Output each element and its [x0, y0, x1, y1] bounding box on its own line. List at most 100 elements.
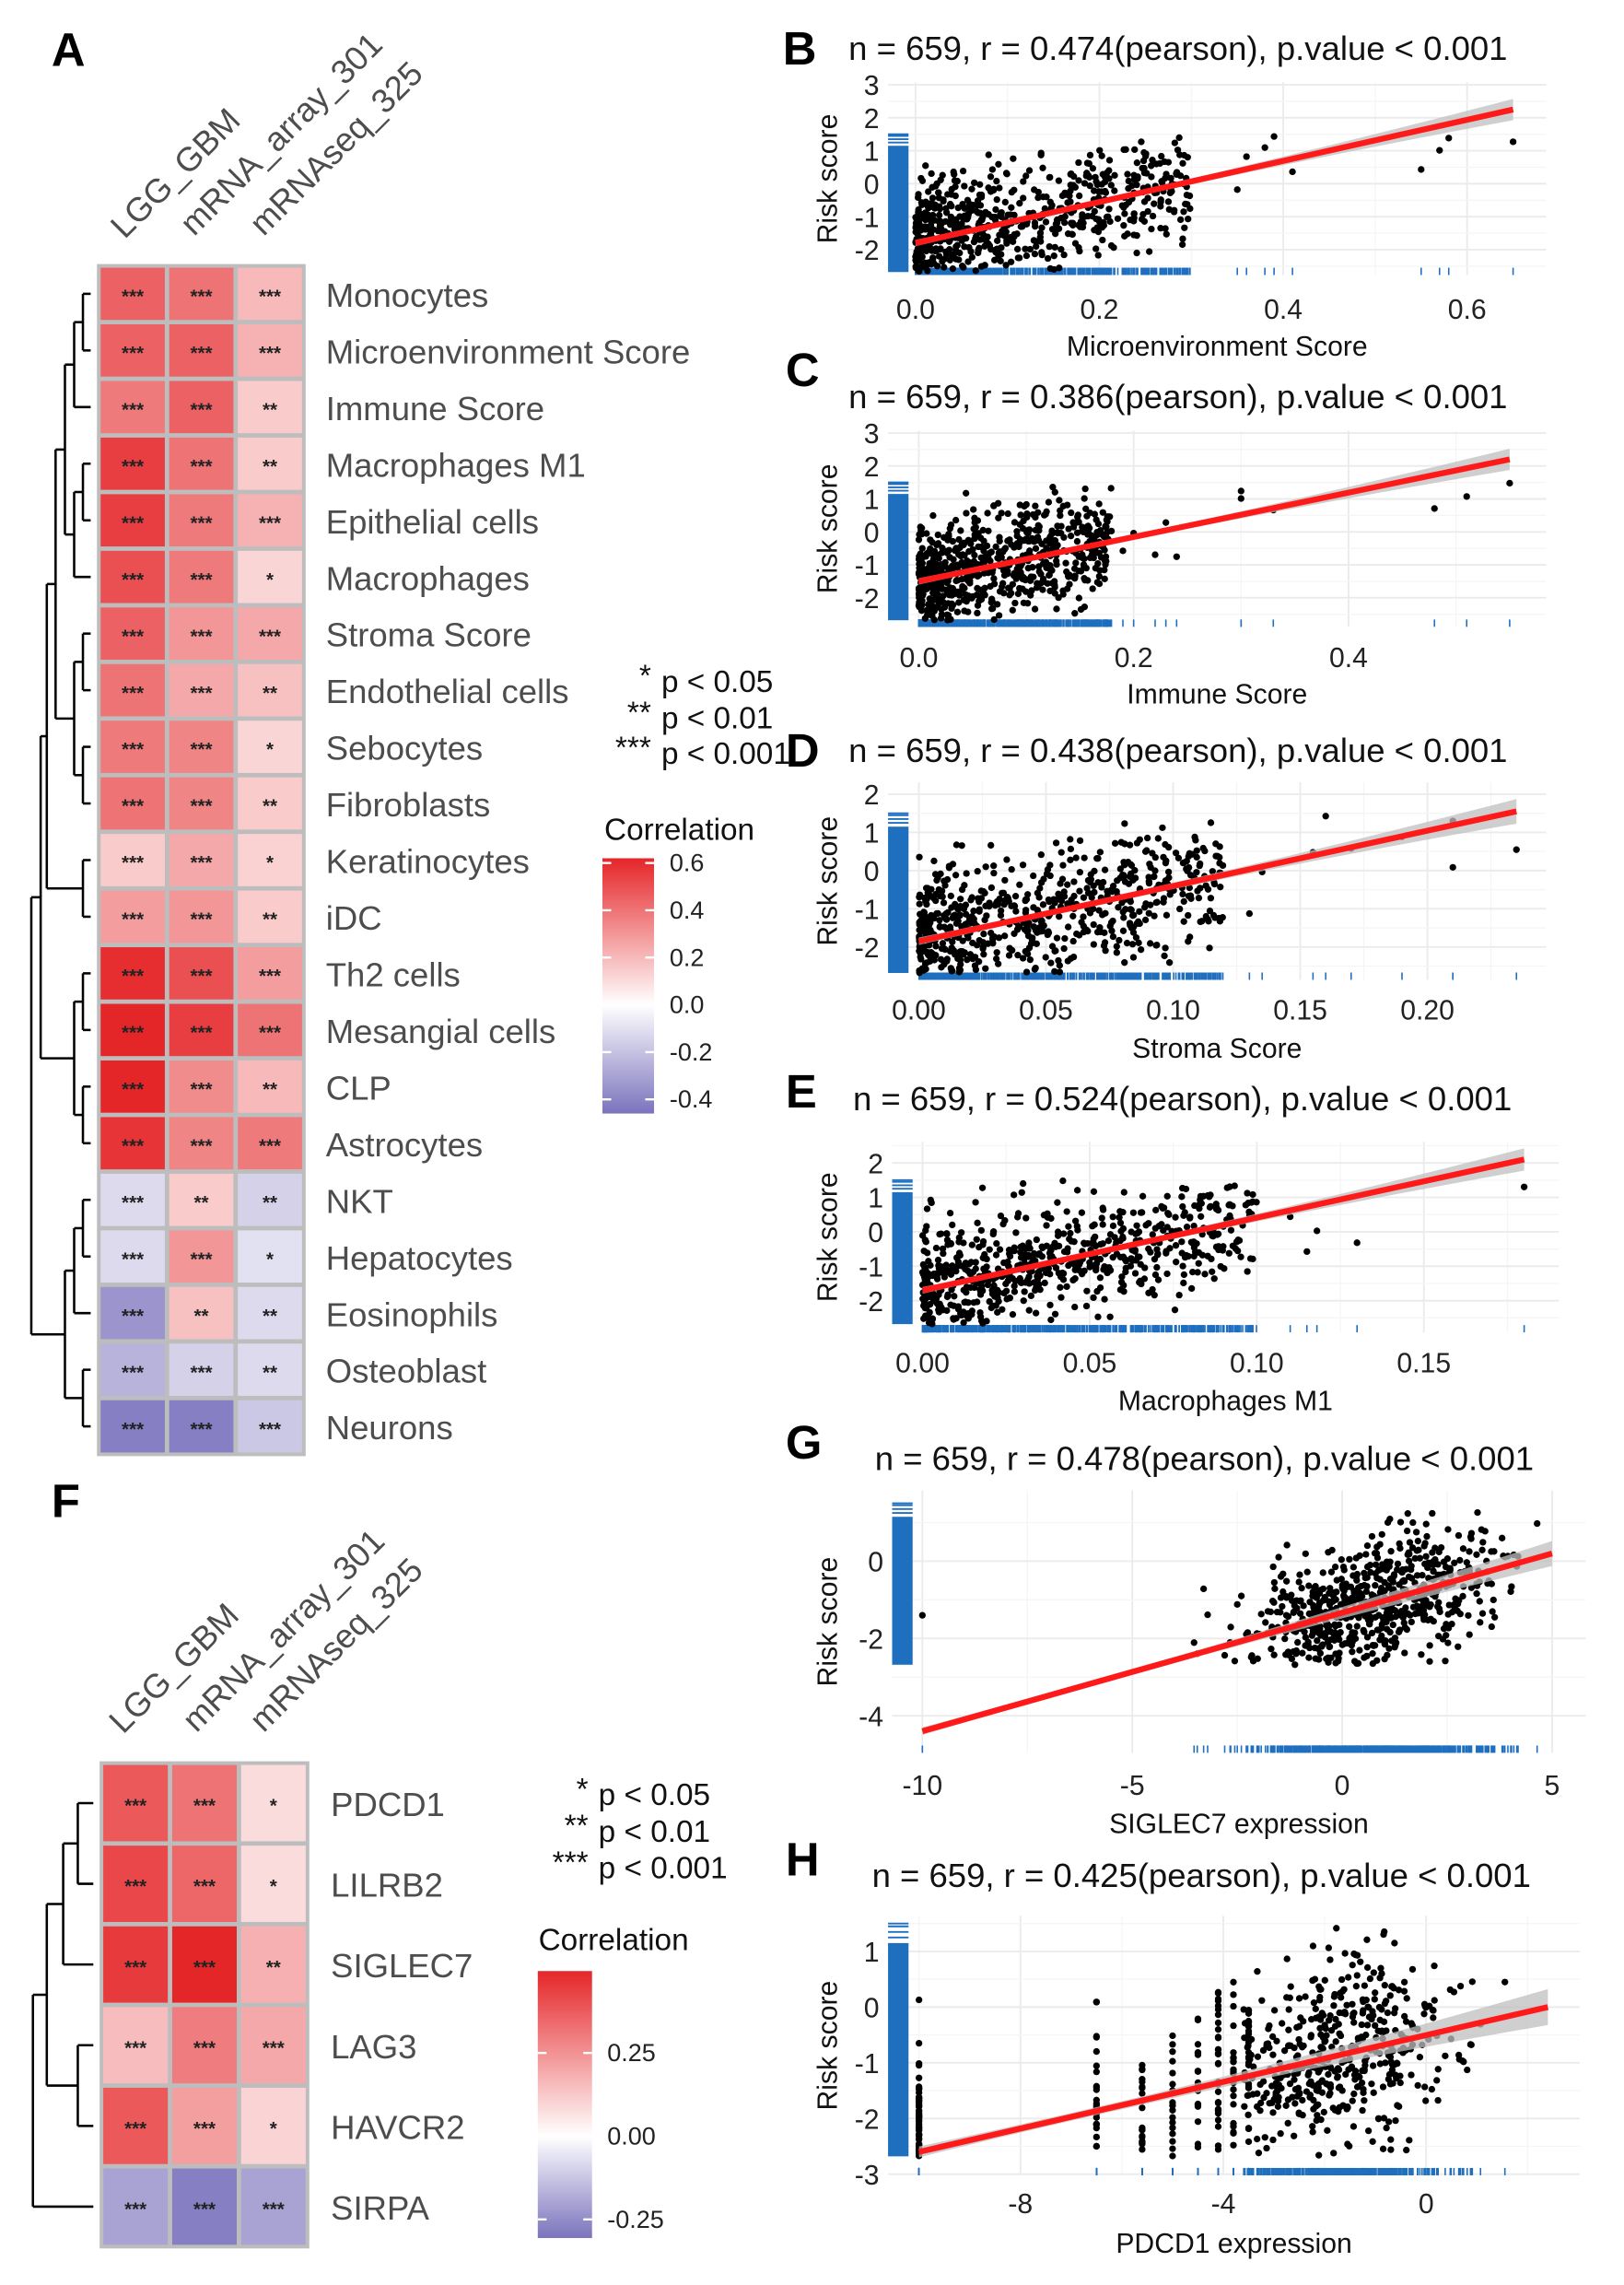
scatter-point — [929, 194, 937, 202]
significance-legend-stars: * — [639, 660, 651, 694]
significance-stars: *** — [191, 1023, 213, 1044]
scatter-point — [916, 891, 924, 898]
scatter-point — [1139, 164, 1146, 172]
scatter-point — [953, 177, 961, 185]
scatter-point — [917, 523, 924, 531]
scatter-panel-d: 0.00 0.05 0.10 0.15 0.20 -2 -1 0 1 2 Stroma Score R… — [812, 732, 1547, 1064]
scatter-point — [1184, 154, 1191, 161]
scatter-point — [1073, 529, 1081, 536]
scatter-point — [985, 240, 992, 248]
scatter-point — [947, 892, 954, 900]
significance-stars: ** — [263, 1192, 277, 1213]
heatmap-cell — [238, 1117, 302, 1170]
significance-stars: *** — [124, 2199, 146, 2221]
scatter-point — [1035, 527, 1043, 534]
scatter-point — [924, 948, 931, 956]
x-tick-label: 0.4 — [1329, 643, 1368, 674]
scatter-point — [1100, 942, 1108, 950]
panel-label-d: D — [786, 724, 820, 777]
heatmap-cell — [103, 1764, 169, 1842]
scatter-point — [1061, 213, 1069, 220]
heatmap-cell — [169, 324, 234, 377]
heatmap-cell — [100, 834, 165, 886]
scatter-point — [1022, 172, 1030, 180]
scatter-point — [1094, 855, 1102, 862]
scatter-point — [943, 957, 951, 965]
scatter-point — [946, 256, 953, 264]
scatter-point — [1051, 243, 1058, 252]
heatmap-cell — [238, 324, 302, 377]
row-label: SIGLEC7 — [331, 1947, 473, 1985]
scatter-point — [1162, 944, 1169, 952]
scatter-point — [998, 510, 1005, 517]
scatter-point — [922, 162, 929, 170]
colorbar-tick-label: -0.25 — [607, 2206, 664, 2233]
row-label: Neurons — [326, 1409, 453, 1447]
scatter-point — [1080, 561, 1088, 568]
scatter-point — [1035, 894, 1043, 901]
scatter-point — [1002, 262, 1010, 269]
significance-stars: *** — [122, 852, 144, 873]
scatter-point — [1057, 849, 1065, 856]
scatter-point — [997, 257, 1004, 265]
scatter-point — [1097, 928, 1104, 936]
scatter-point — [917, 531, 924, 538]
scatter-point — [949, 589, 956, 596]
row-label: Astrocytes — [326, 1126, 483, 1164]
scatter-point — [941, 882, 949, 889]
scatter-point — [929, 894, 938, 902]
scatter-point — [1075, 177, 1082, 184]
heatmap-cell — [100, 1400, 165, 1453]
scatter-point — [1113, 943, 1120, 950]
y-rug — [888, 481, 909, 621]
scatter-point — [1056, 497, 1063, 504]
scatter-point — [1195, 894, 1203, 902]
scatter-point — [1130, 171, 1138, 179]
scatter-point — [941, 547, 949, 555]
scatter-point — [1013, 528, 1021, 535]
scatter-point — [956, 948, 964, 955]
significance-stars: * — [266, 739, 274, 760]
scatter-point — [948, 185, 955, 193]
scatter-point — [1175, 134, 1183, 142]
heatmap-cell — [103, 1926, 169, 2003]
scatter-point — [917, 607, 926, 615]
scatter-point — [925, 601, 932, 608]
scatter-point — [1095, 907, 1103, 914]
scatter-point — [1004, 211, 1011, 218]
heatmap-cell — [171, 2087, 238, 2164]
scatter-point — [1179, 890, 1186, 898]
scatter-point — [941, 264, 948, 271]
heatmap-cell — [238, 550, 302, 603]
row-label: Osteoblast — [326, 1353, 486, 1390]
scatter-point — [948, 600, 955, 607]
scatter-point — [1119, 927, 1127, 934]
scatter-point — [1074, 511, 1082, 519]
plot-title: n = 659, r = 0.386(pearson), p.value < 0… — [848, 378, 1507, 416]
heatmap-panel-f: *** *** * PDCD1*** *** * LILRB2*** *** ** SIGLEC7… — [31, 1522, 728, 2249]
significance-stars: ** — [263, 456, 277, 477]
scatter-point — [1064, 199, 1071, 206]
scatter-point — [1119, 547, 1127, 555]
row-label: Stroma Score — [326, 616, 532, 654]
heatmap-cell — [238, 607, 302, 661]
scatter-point — [1121, 820, 1128, 827]
scatter-point — [1096, 146, 1104, 154]
scatter-point — [993, 177, 1000, 185]
scatter-point — [968, 572, 976, 580]
significance-stars: *** — [122, 343, 144, 364]
significance-stars: *** — [122, 287, 144, 308]
heatmap-cell — [240, 2007, 306, 2084]
row-label: Immune Score — [326, 390, 544, 428]
x-tick-label: 0.10 — [1146, 996, 1200, 1026]
scatter-point — [980, 951, 987, 958]
scatter-point — [1055, 956, 1062, 965]
y-axis-title: Risk score — [812, 463, 843, 593]
scatter-point — [1043, 870, 1051, 878]
scatter-point — [1205, 918, 1212, 925]
scatter-point — [1101, 575, 1108, 582]
scatter-point — [1075, 594, 1083, 602]
scatter-point — [1139, 157, 1148, 165]
scatter-point — [1016, 200, 1023, 207]
scatter-point — [1245, 909, 1254, 918]
